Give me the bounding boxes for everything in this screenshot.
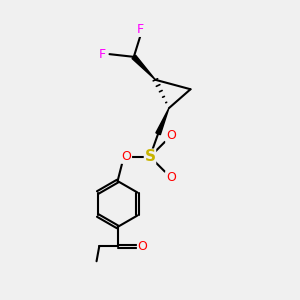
Text: O: O: [137, 240, 147, 253]
Text: O: O: [122, 150, 131, 163]
Polygon shape: [132, 55, 155, 80]
Text: F: F: [99, 48, 106, 61]
Text: O: O: [166, 171, 176, 184]
Text: F: F: [137, 23, 144, 36]
Text: S: S: [145, 149, 155, 164]
Text: O: O: [166, 130, 176, 142]
Polygon shape: [156, 108, 169, 135]
